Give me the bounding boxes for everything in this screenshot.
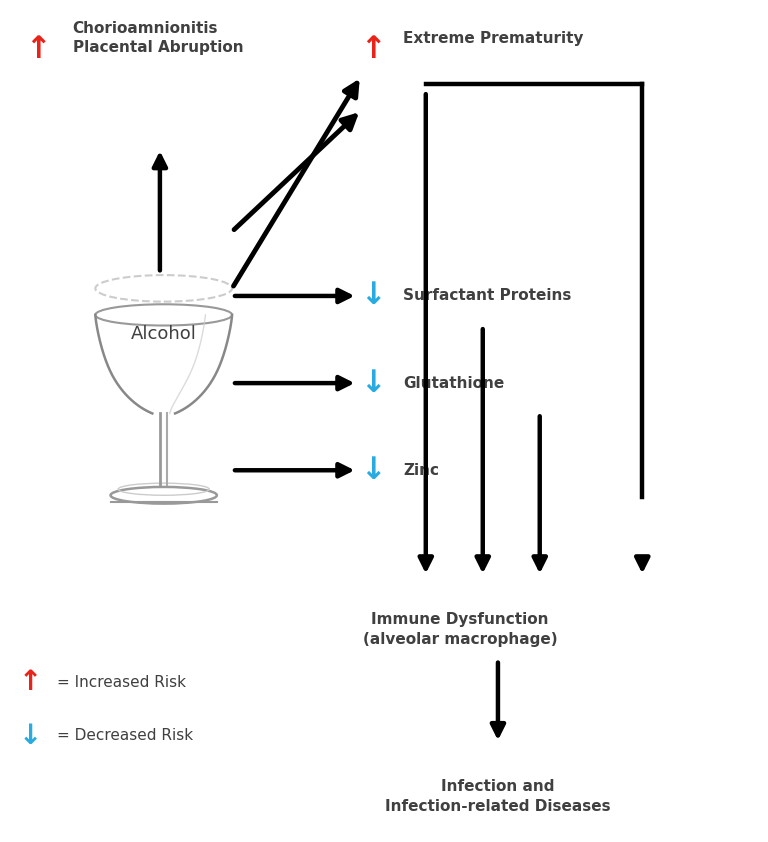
Text: ↓: ↓	[360, 456, 386, 485]
Text: Immune Dysfunction
(alveolar macrophage): Immune Dysfunction (alveolar macrophage)	[362, 612, 558, 647]
Text: Chorioamnionitis
Placental Abruption: Chorioamnionitis Placental Abruption	[72, 22, 243, 55]
Text: ↑: ↑	[360, 35, 386, 64]
Text: Zinc: Zinc	[403, 463, 439, 477]
Text: = Decreased Risk: = Decreased Risk	[58, 728, 194, 743]
Text: ↓: ↓	[360, 369, 386, 397]
Text: ↓: ↓	[360, 281, 386, 311]
Text: ↓: ↓	[19, 722, 42, 749]
Text: Surfactant Proteins: Surfactant Proteins	[403, 289, 571, 303]
Text: ↑: ↑	[19, 669, 42, 696]
Text: Alcohol: Alcohol	[131, 325, 197, 343]
Text: ↑: ↑	[25, 35, 51, 64]
Text: Glutathione: Glutathione	[403, 376, 505, 391]
Text: = Increased Risk: = Increased Risk	[58, 675, 187, 690]
Text: Infection and
Infection-related Diseases: Infection and Infection-related Diseases	[385, 779, 611, 813]
Text: Extreme Prematurity: Extreme Prematurity	[403, 31, 584, 45]
